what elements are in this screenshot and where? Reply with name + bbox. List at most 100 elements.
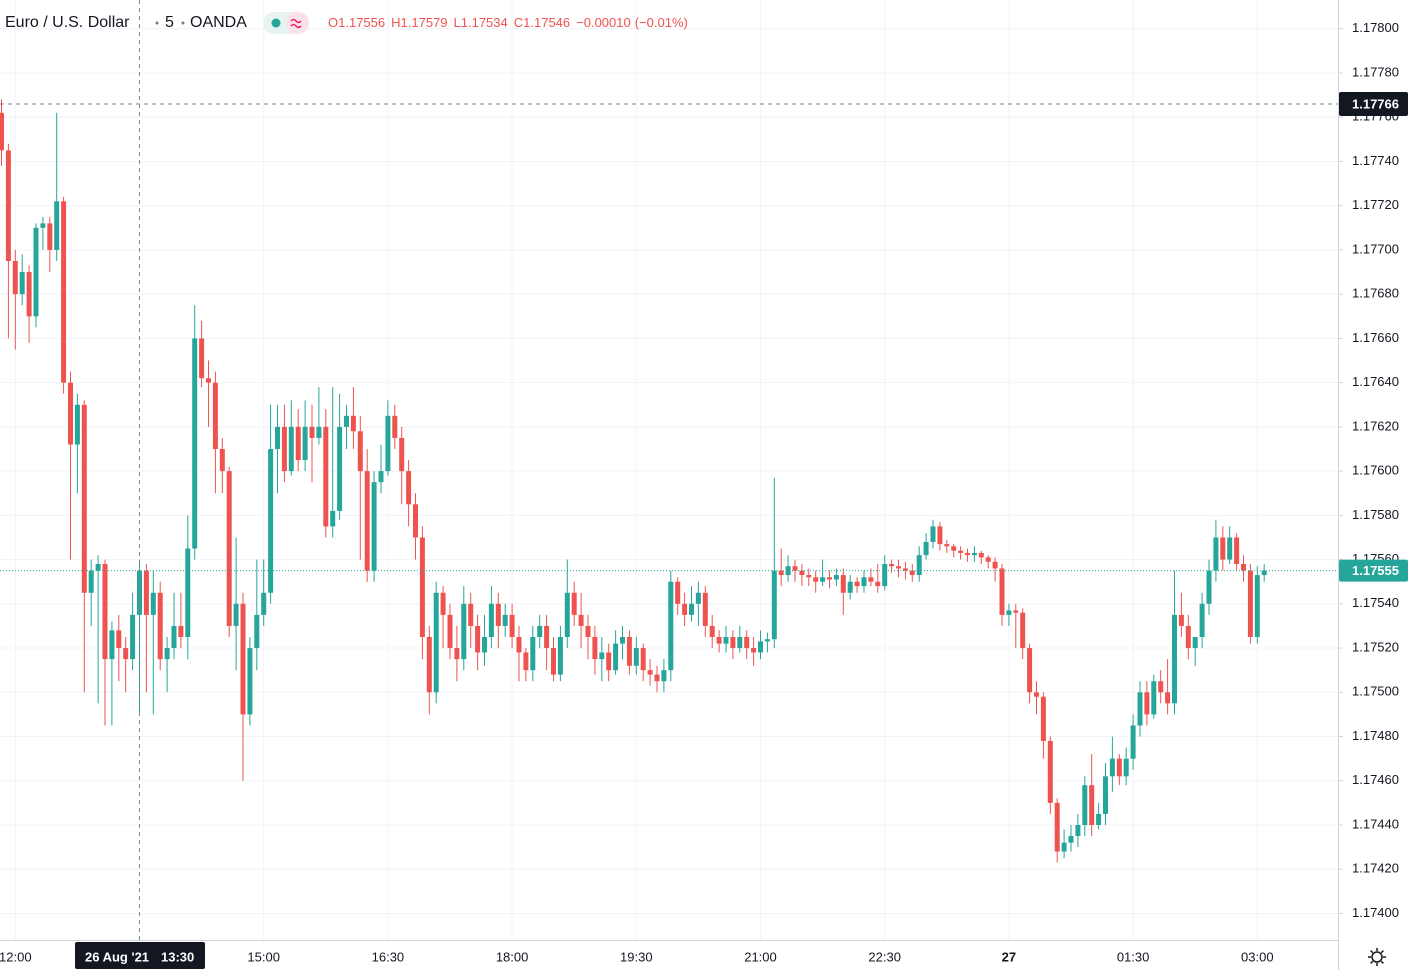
candle-body	[1089, 785, 1095, 825]
candle-body	[999, 568, 1005, 615]
candle-body	[985, 557, 991, 562]
candle-body	[378, 471, 384, 483]
candle-body	[413, 504, 418, 538]
candle-body	[833, 575, 839, 580]
candle-body	[737, 636, 743, 649]
candle-body	[502, 614, 508, 626]
candle-body	[1013, 610, 1019, 613]
candle-body	[95, 564, 101, 571]
candle-body	[1254, 575, 1260, 637]
candle-body	[564, 592, 570, 637]
candle-body	[219, 448, 225, 472]
candle-body	[792, 566, 798, 571]
x-tick-label: 15:00	[247, 949, 280, 964]
x-tick-label: 22:30	[868, 949, 901, 964]
candle-body	[799, 570, 805, 576]
candle-body	[164, 648, 170, 660]
candle-body	[254, 614, 260, 649]
candle-body	[751, 648, 757, 653]
candle-body	[337, 426, 343, 511]
candle-body	[682, 603, 688, 615]
crosshair-date-label: 26 Aug '21	[85, 949, 149, 964]
settings-button[interactable]	[1368, 948, 1386, 966]
candle-body	[965, 552, 970, 556]
candle-body	[544, 625, 550, 649]
x-tick-label: 21:00	[744, 949, 777, 964]
candle-body	[1130, 725, 1136, 759]
candle-body	[357, 431, 363, 472]
separator	[181, 21, 185, 25]
candle-body	[716, 636, 722, 644]
y-tick-label: 1.17540	[1352, 595, 1399, 610]
candle-body	[123, 648, 129, 660]
candle-body	[730, 636, 736, 649]
last-price-label: 1.17555	[1352, 563, 1399, 578]
candle-body	[185, 548, 191, 637]
candle-body	[647, 670, 653, 675]
last-price-tag	[1339, 559, 1408, 582]
y-tick-label: 1.17660	[1352, 330, 1399, 345]
candle-body	[406, 471, 412, 505]
candle-body	[392, 415, 398, 438]
candle-body	[1261, 570, 1267, 576]
candle-body	[468, 603, 474, 626]
candle-body	[102, 564, 108, 660]
candle-body	[1247, 570, 1253, 637]
candle-body	[447, 614, 453, 649]
candle-body	[1082, 785, 1088, 825]
x-tick-label: 03:00	[1241, 949, 1274, 964]
candle-body	[620, 636, 625, 644]
candle-body	[1027, 648, 1033, 693]
x-tick-label: 12:00	[0, 949, 32, 964]
header: Euro / U.S. Dollar 5 OANDA O1.17556 H1.17…	[5, 12, 688, 34]
candle-body	[281, 426, 287, 472]
candle-body	[1234, 537, 1240, 564]
candle-body	[551, 648, 556, 675]
candle-body	[81, 404, 87, 593]
candle-body	[488, 603, 494, 637]
candle-body	[371, 482, 377, 571]
candle-body	[654, 674, 660, 682]
candle-body	[330, 510, 336, 527]
legend-value: 1.17556	[338, 15, 385, 30]
market-open-dot	[271, 18, 281, 28]
candle-body	[537, 625, 543, 637]
candle-body	[944, 544, 950, 547]
candle-body	[764, 639, 770, 642]
candle-body	[1178, 614, 1184, 626]
candle-body	[1199, 603, 1205, 637]
candle-body	[40, 223, 46, 228]
candle-body	[364, 471, 370, 571]
candle-body	[1096, 813, 1102, 825]
y-tick-label: 1.17640	[1352, 374, 1399, 389]
candle-body	[26, 272, 32, 317]
candle-body	[689, 603, 694, 615]
symbol-title: Euro / U.S. Dollar	[5, 14, 130, 31]
candle-body	[868, 577, 874, 582]
source: OANDA	[190, 14, 247, 31]
y-tick-label: 1.17620	[1352, 418, 1399, 433]
candle-body	[302, 426, 308, 461]
candle-body	[702, 592, 708, 626]
candle-body	[889, 564, 895, 567]
candle-body	[33, 227, 39, 317]
candle-body	[1165, 692, 1171, 704]
crosshair-price-tag	[1339, 91, 1408, 116]
candle-body	[1206, 570, 1212, 604]
candle-body	[1172, 614, 1177, 704]
candle-body	[909, 570, 915, 576]
candle-body	[495, 603, 501, 626]
candle-body	[709, 625, 715, 637]
y-tick-label: 1.17520	[1352, 639, 1399, 654]
candles	[0, 99, 1267, 863]
candle-body	[316, 426, 322, 438]
x-tick-label: 27	[1002, 949, 1016, 964]
crosshair-time-tag	[75, 942, 205, 969]
legend-change-percent: (−0.01%)	[635, 15, 688, 30]
y-tick-label: 1.17700	[1352, 241, 1399, 256]
candle-body	[323, 426, 329, 527]
candle-body	[778, 570, 784, 576]
candle-body	[958, 550, 964, 553]
candle-body	[143, 570, 149, 615]
